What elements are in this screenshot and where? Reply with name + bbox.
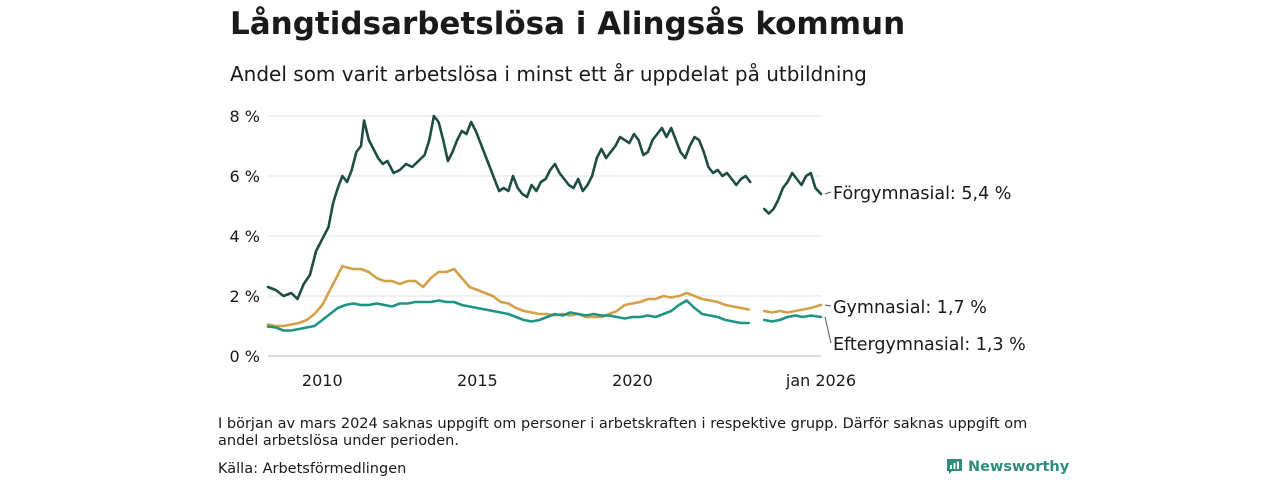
y-tick-label: 4 % bbox=[230, 227, 260, 246]
chart-title: Långtidsarbetslösa i Alingsås kommun bbox=[230, 6, 906, 42]
x-tick-label: jan 2026 bbox=[785, 371, 856, 390]
x-tick-label: 2015 bbox=[457, 371, 498, 390]
series-line-eftergymnasial-segment-1 bbox=[266, 299, 750, 332]
source-text: Källa: Arbetsförmedlingen bbox=[218, 461, 407, 477]
end-label-förgymnasial: Förgymnasial: 5,4 % bbox=[833, 184, 1011, 204]
x-tick-label: 2010 bbox=[302, 371, 343, 390]
y-tick-label: 6 % bbox=[230, 167, 260, 186]
footnote: I början av mars 2024 saknas uppgift om … bbox=[218, 416, 1028, 449]
y-tick-label: 2 % bbox=[230, 287, 260, 306]
end-label-leader bbox=[824, 191, 832, 195]
brand-name: Newsworthy bbox=[968, 458, 1070, 475]
newsworthy-logo-icon bbox=[947, 459, 962, 474]
series-line-gymnasial-segment-2 bbox=[762, 303, 823, 314]
end-label-gymnasial: Gymnasial: 1,7 % bbox=[833, 298, 987, 318]
chart-subtitle: Andel som varit arbetslösa i minst ett å… bbox=[230, 62, 867, 86]
y-tick-label: 8 % bbox=[230, 107, 260, 126]
series-line-gymnasial-segment-1 bbox=[266, 264, 750, 328]
end-label-leader bbox=[824, 316, 832, 344]
series-line-förgymnasial-segment-1 bbox=[266, 114, 752, 301]
series-line-förgymnasial-segment-2 bbox=[762, 171, 823, 215]
end-label-leader bbox=[824, 304, 832, 307]
line-chart: 0 % 2 % 4 % 6 % 8 % 2010 2015 2020 jan 2026 Förgy… bbox=[230, 107, 1026, 390]
series-line-eftergymnasial-segment-2 bbox=[762, 314, 823, 323]
y-tick-label: 0 % bbox=[230, 347, 260, 366]
x-tick-label: 2020 bbox=[612, 371, 653, 390]
brand-logo: Newsworthy bbox=[946, 458, 1069, 475]
end-label-eftergymnasial: Eftergymnasial: 1,3 % bbox=[833, 335, 1026, 355]
